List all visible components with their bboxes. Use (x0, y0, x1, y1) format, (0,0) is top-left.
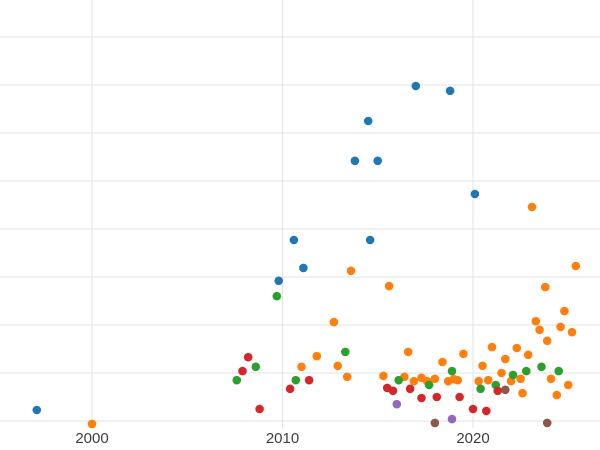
data-point (523, 350, 533, 360)
data-point (394, 375, 404, 385)
data-point (531, 316, 541, 326)
x-tick-label: 2010 (266, 430, 299, 447)
data-point (474, 376, 484, 386)
data-point (542, 418, 552, 428)
data-point (560, 306, 569, 316)
data-point (363, 116, 373, 126)
data-point (468, 404, 478, 414)
data-point (516, 374, 525, 384)
data-point (554, 366, 563, 376)
data-point (272, 291, 282, 301)
x-tick-label: 2000 (75, 430, 108, 447)
data-point (546, 374, 556, 384)
data-point (508, 370, 518, 380)
data-point (291, 375, 301, 385)
data-point (342, 372, 352, 382)
data-point (455, 392, 464, 402)
data-point (430, 374, 440, 384)
data-point (365, 235, 375, 245)
data-point (537, 362, 546, 372)
data-point (232, 375, 242, 385)
data-point (274, 276, 284, 286)
data-point (497, 368, 506, 378)
data-point (238, 366, 247, 376)
data-point (493, 386, 503, 396)
vertical-gridlines (91, 0, 474, 428)
data-point (297, 362, 306, 372)
data-point (392, 399, 402, 409)
data-point (379, 371, 388, 381)
data-point (522, 366, 531, 376)
data-point (403, 347, 413, 357)
data-point (518, 388, 527, 398)
data-point (447, 414, 457, 424)
data-point (563, 380, 573, 390)
data-point (346, 266, 356, 276)
data-point (312, 351, 322, 361)
data-point (567, 327, 577, 337)
data-point (304, 375, 314, 385)
data-point (487, 342, 497, 352)
data-point (445, 86, 455, 96)
data-point (409, 376, 419, 386)
series-orange (87, 202, 581, 429)
data-point (32, 405, 42, 415)
data-point (373, 156, 383, 166)
data-point (483, 375, 493, 385)
data-point (255, 404, 264, 414)
series-blue (32, 81, 480, 415)
x-tick-label: 2020 (456, 430, 489, 447)
horizontal-gridlines (0, 36, 600, 422)
data-point (527, 202, 537, 212)
data-point (251, 362, 261, 372)
data-point (438, 357, 447, 367)
data-point (87, 419, 97, 429)
data-point (417, 393, 426, 403)
data-point (482, 406, 491, 416)
series-red (238, 352, 503, 416)
data-point (243, 352, 253, 362)
series-purple (392, 399, 457, 424)
data-point (470, 189, 480, 199)
data-point (552, 390, 562, 400)
data-point (405, 384, 415, 394)
data-point (350, 156, 360, 166)
data-point (501, 385, 510, 395)
data-point (571, 261, 581, 271)
data-point (541, 282, 550, 292)
data-point (501, 354, 510, 364)
data-point (341, 347, 350, 357)
data-point (535, 325, 544, 335)
data-point (329, 317, 339, 327)
series-brown (430, 385, 552, 428)
data-point (459, 349, 468, 359)
data-point (542, 336, 552, 346)
data-point (453, 375, 463, 385)
data-point (411, 81, 421, 91)
data-point (384, 281, 394, 291)
data-point (289, 235, 299, 245)
data-point (512, 343, 522, 353)
x-axis-tick-labels: 2000 2010 2020 (75, 430, 489, 447)
data-point (299, 263, 308, 273)
series-green (232, 291, 563, 394)
data-point (432, 392, 442, 402)
data-point (388, 386, 398, 396)
data-point (333, 361, 343, 371)
data-point (478, 361, 487, 371)
data-point (430, 418, 440, 428)
data-point (447, 366, 457, 376)
data-point (556, 322, 565, 332)
data-point (424, 380, 434, 390)
data-point (285, 384, 295, 394)
data-point (476, 384, 485, 394)
